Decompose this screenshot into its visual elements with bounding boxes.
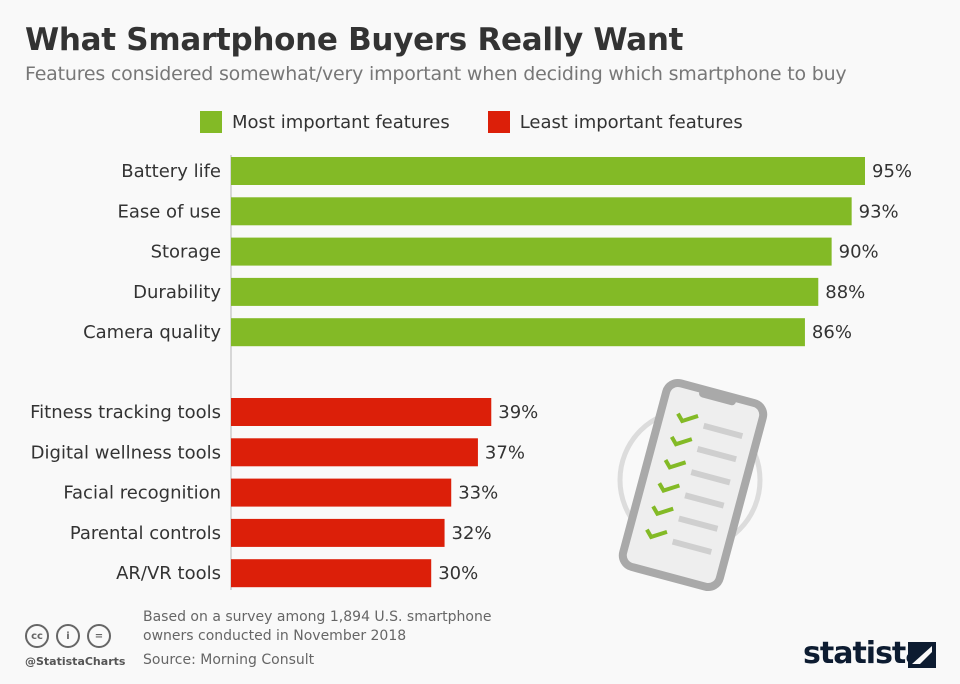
- bar: [231, 277, 819, 306]
- bar: [231, 478, 452, 507]
- value-label: 93%: [859, 201, 899, 222]
- bar: [231, 518, 445, 547]
- value-label: 30%: [438, 563, 478, 584]
- twitter-handle: @StatistaCharts: [25, 655, 126, 668]
- check-icon: [670, 435, 693, 447]
- category-label: Storage: [151, 242, 221, 263]
- list-line: [671, 538, 713, 555]
- statista-logo[interactable]: statista: [803, 636, 926, 671]
- bar: [231, 559, 432, 588]
- list-line: [696, 446, 737, 463]
- cc-icon: cc: [25, 624, 49, 648]
- bar: [231, 197, 852, 226]
- value-label: 86%: [812, 322, 852, 343]
- check-icon: [645, 528, 668, 540]
- note-line: Based on a survey among 1,894 U.S. smart…: [143, 609, 492, 625]
- legend-swatch-red: [487, 111, 510, 133]
- bar: [231, 157, 865, 185]
- chart-title: What Smartphone Buyers Really Want: [25, 22, 684, 58]
- category-label: Durability: [133, 282, 221, 303]
- category-label: Fitness tracking tools: [30, 402, 221, 423]
- value-label: 37%: [485, 442, 525, 463]
- list-line: [684, 492, 725, 509]
- value-label: 32%: [452, 523, 492, 544]
- value-label: 88%: [825, 282, 865, 303]
- phone-illustration-icon: [617, 378, 768, 592]
- check-icon: [657, 482, 681, 493]
- note-line: owners conducted in November 2018: [143, 628, 407, 644]
- list-line: [702, 422, 744, 440]
- chart-subtitle: Features considered somewhat/very import…: [25, 63, 847, 85]
- list-line: [678, 515, 719, 532]
- check-icon: [663, 459, 687, 470]
- check-icon: [676, 412, 699, 424]
- value-label: 95%: [872, 161, 912, 182]
- list-line: [690, 469, 731, 486]
- legend-swatch-green: [200, 111, 222, 133]
- legend-item-most: Most important features: [200, 111, 450, 133]
- value-label: 33%: [458, 483, 498, 504]
- check-icon: [651, 505, 674, 517]
- legend-item-least: Least important features: [487, 111, 743, 133]
- value-label: 39%: [498, 402, 538, 423]
- cc-license-icons: cc i =: [25, 624, 111, 648]
- category-label: Digital wellness tools: [31, 442, 221, 463]
- source: Source: Morning Consult: [143, 652, 315, 668]
- category-label: Ease of use: [117, 201, 221, 222]
- category-label: Camera quality: [83, 322, 221, 343]
- survey-note: Based on a survey among 1,894 U.S. smart…: [143, 608, 491, 646]
- bar: [231, 438, 478, 467]
- bar: [231, 318, 805, 347]
- category-label: Battery life: [121, 161, 221, 182]
- no-derivatives-icon: =: [87, 624, 111, 648]
- category-label: AR/VR tools: [116, 563, 221, 584]
- legend-label: Least important features: [519, 111, 743, 133]
- bar: [231, 398, 492, 426]
- value-label: 90%: [839, 242, 879, 263]
- legend-label: Most important features: [232, 111, 450, 133]
- attribution-icon: i: [56, 624, 80, 648]
- statista-logo-icon: [908, 642, 936, 668]
- category-label: Parental controls: [70, 523, 221, 544]
- category-label: Facial recognition: [63, 483, 221, 504]
- bar: [231, 237, 832, 266]
- legend: Most important features Least important …: [200, 111, 743, 133]
